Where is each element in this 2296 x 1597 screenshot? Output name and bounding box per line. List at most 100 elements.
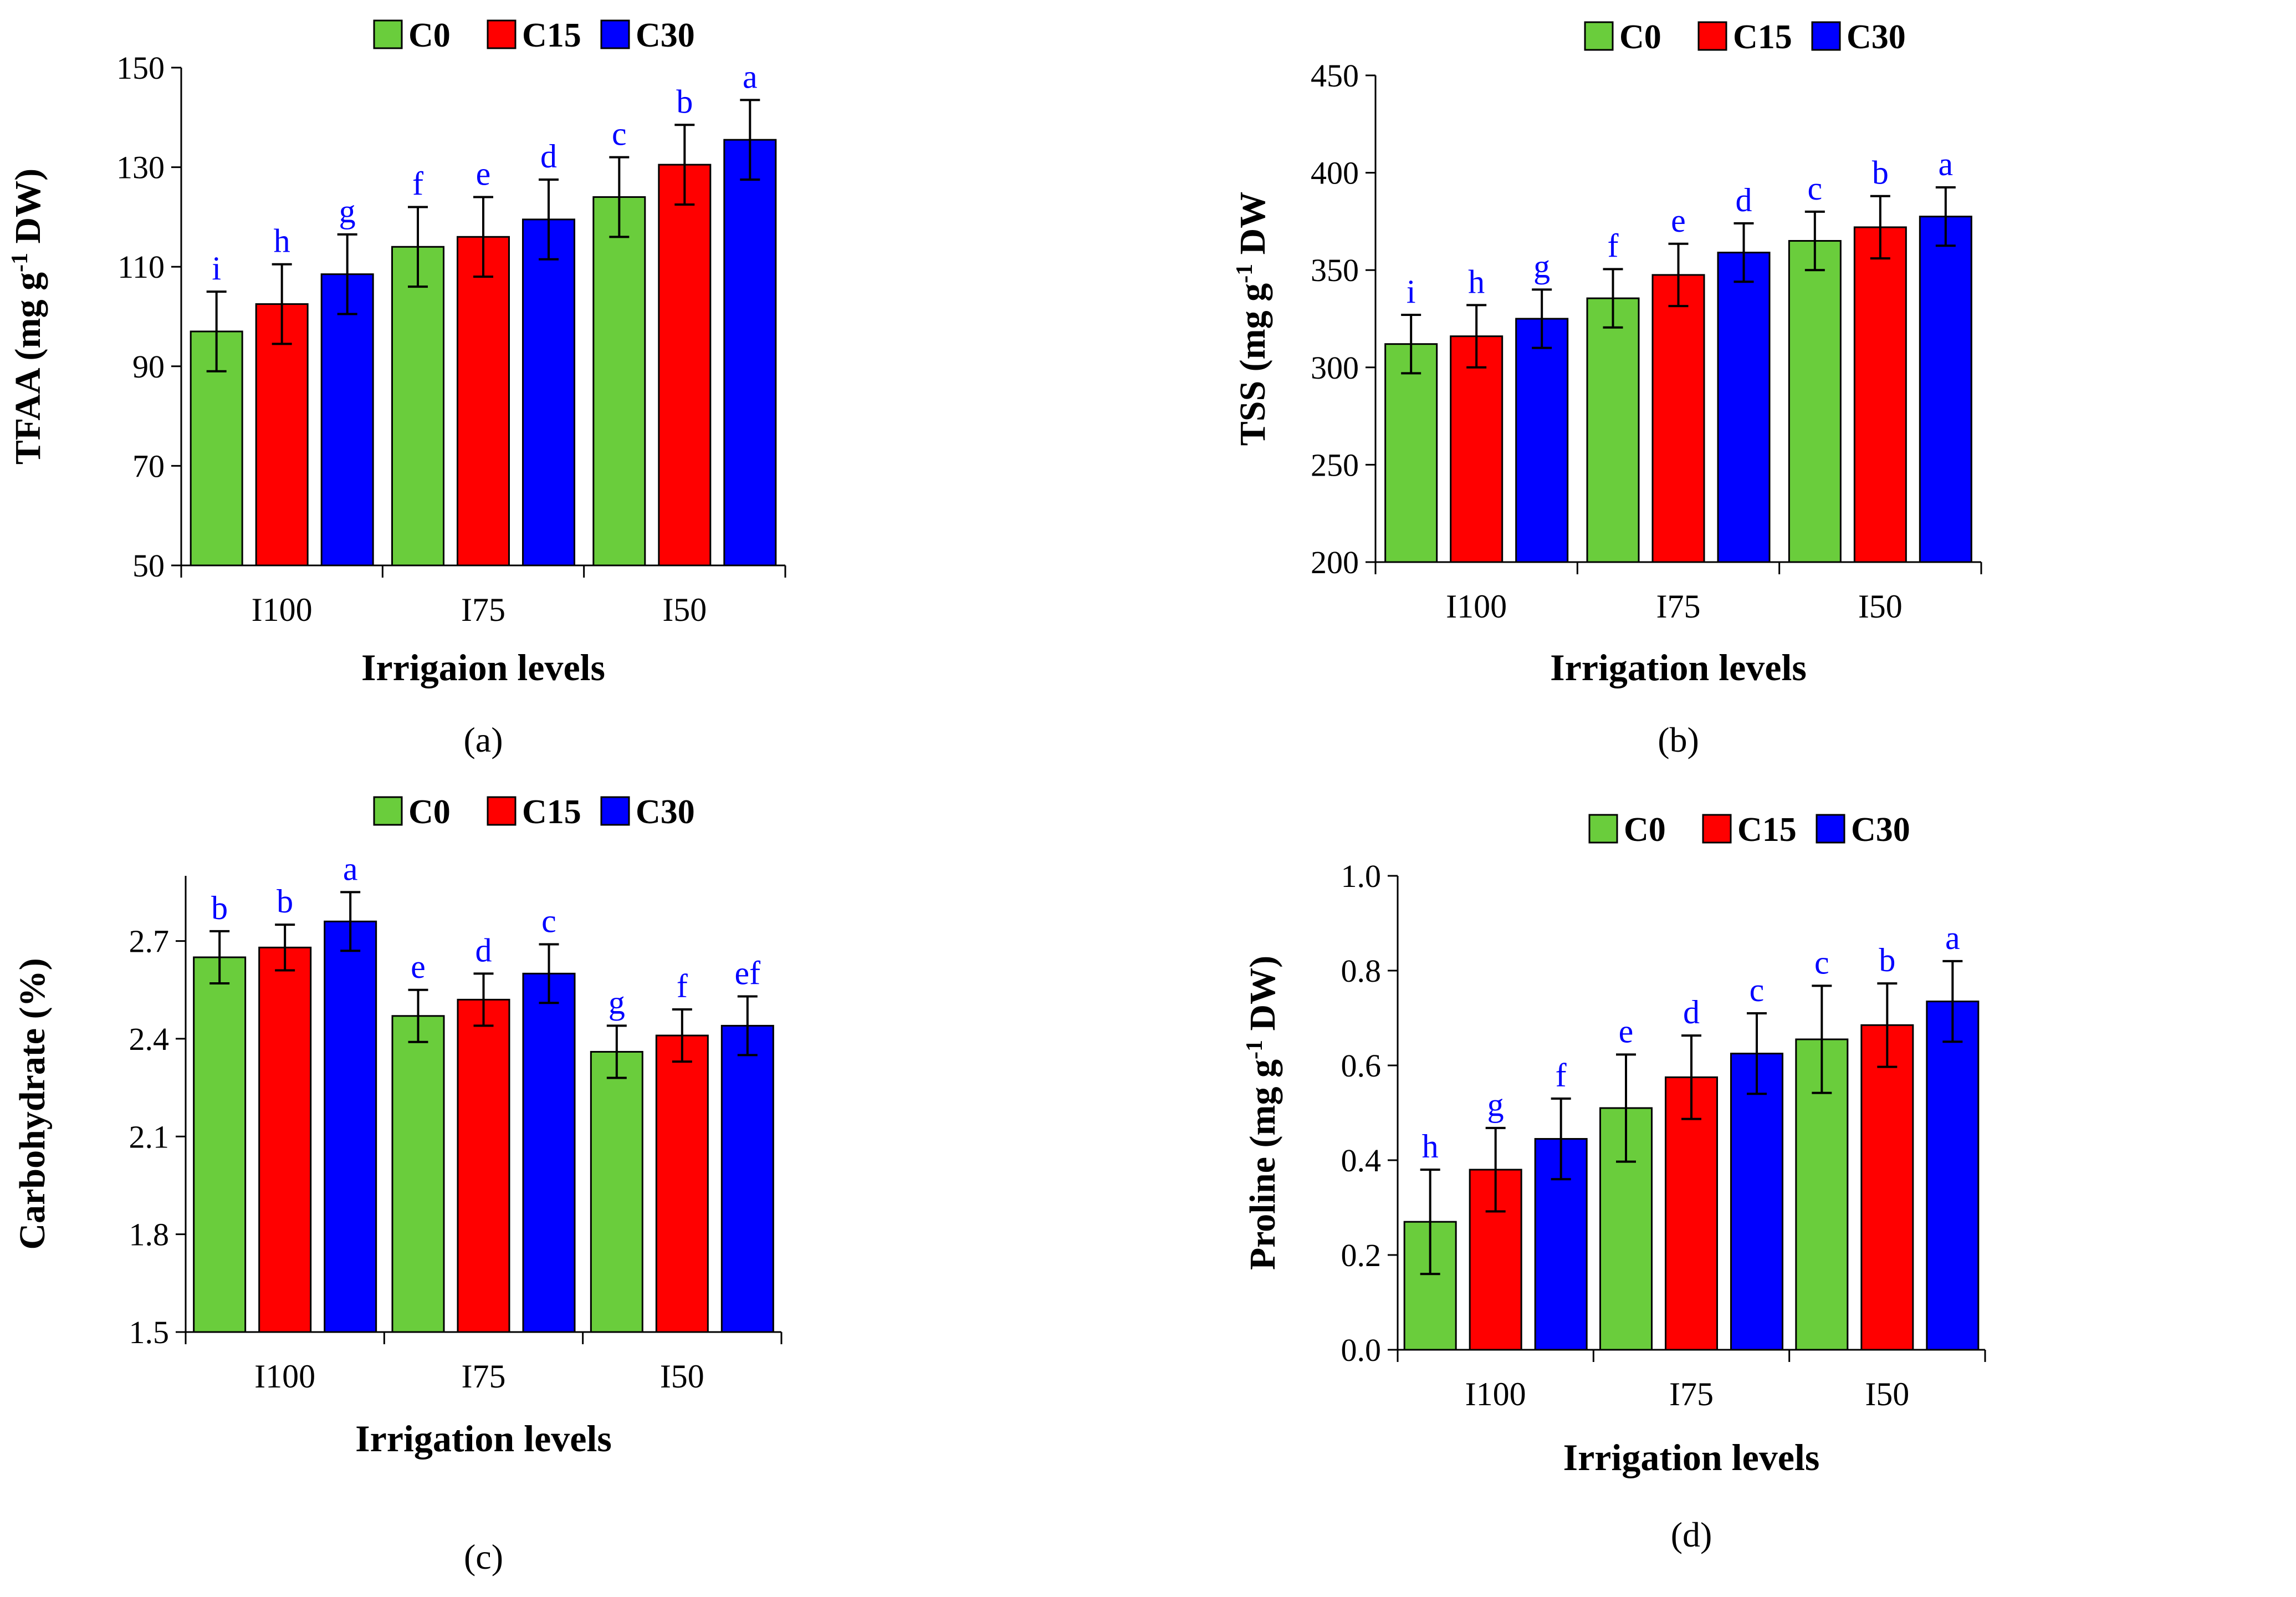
x-tick-label-i50: I50 xyxy=(660,1358,704,1395)
x-tick-label-i100: I100 xyxy=(1465,1376,1526,1412)
bar-c30-i50 xyxy=(723,139,777,567)
significance-letter: c xyxy=(612,116,627,152)
x-tick-label-i50: I50 xyxy=(1865,1376,1909,1412)
legend-swatch-c15 xyxy=(1702,814,1732,844)
y-axis-label: TFAA (mg g-1 DW) xyxy=(7,169,48,465)
panel-label: (d) xyxy=(1671,1515,1712,1554)
y-tick-label: 0.0 xyxy=(1341,1332,1382,1368)
x-tick-label-i100: I100 xyxy=(1446,588,1507,625)
legend-swatch-c0 xyxy=(373,796,403,826)
bar-c15-i75 xyxy=(457,236,510,567)
x-tick-label-i50: I50 xyxy=(1858,588,1903,625)
legend-swatch-c15 xyxy=(1697,21,1727,51)
bar-c15-i50 xyxy=(658,164,712,567)
significance-letter: g xyxy=(339,193,356,229)
bar-c0-i75 xyxy=(1586,297,1640,563)
significance-letter: d xyxy=(475,932,492,968)
legend-label-c0: C0 xyxy=(1624,811,1666,849)
legend-swatch-c15 xyxy=(487,796,517,826)
y-axis-label: TSS (mg g-1 DW xyxy=(1232,192,1273,446)
bar-c15-i100 xyxy=(1450,335,1504,563)
chart-panel-a: C0 C15 C30 50 70 90 110 130 150 I100 i h g I75 f e d I50 c… xyxy=(7,17,786,759)
bar-c0-i75 xyxy=(391,1015,445,1333)
y-axis-label-superscript: -1 xyxy=(1242,1040,1267,1059)
significance-letter: d xyxy=(540,138,557,175)
y-tick-label: 200 xyxy=(1311,544,1359,580)
significance-letter: f xyxy=(412,165,423,202)
significance-letter: c xyxy=(1808,170,1823,207)
y-axis-label: Proline (mg g-1 DW) xyxy=(1242,956,1283,1270)
chart-panel-d: C0 C15 C30 0.0 0.2 0.4 0.6 0.8 1.0 I100 h g f I75 e d c I… xyxy=(1242,811,1986,1554)
x-tick-label-i75: I75 xyxy=(1669,1376,1714,1412)
panel-label: (a) xyxy=(463,720,503,759)
significance-letter: e xyxy=(411,948,426,985)
y-axis-label-main: TSS (mg g xyxy=(1233,283,1273,446)
legend-swatch-c0 xyxy=(1588,814,1618,844)
significance-letter: g xyxy=(1487,1086,1504,1123)
chart-panel-b: C0 C15 C30 200 250 300 350 400 450 I100 i h g I75 f e d I… xyxy=(1232,18,1982,759)
significance-letter: e xyxy=(476,155,491,192)
significance-letter: a xyxy=(743,58,758,95)
bar-c15-i100 xyxy=(258,946,312,1333)
significance-letter: a xyxy=(1945,920,1960,956)
legend-swatch-c0 xyxy=(373,19,403,49)
bar-c15-i75 xyxy=(457,998,510,1333)
significance-letter: b xyxy=(676,83,693,120)
y-tick-label: 300 xyxy=(1311,350,1359,386)
x-tick-label-i100: I100 xyxy=(252,591,313,628)
bar-c15-i50 xyxy=(1860,1024,1914,1351)
significance-letter: i xyxy=(1407,273,1416,310)
significance-letter: b xyxy=(1872,155,1889,191)
significance-letter: g xyxy=(608,984,625,1021)
bar-c30-i50 xyxy=(1919,216,1972,563)
significance-letter: ef xyxy=(735,955,761,992)
legend-swatch-c30 xyxy=(1816,814,1845,844)
y-tick-label: 250 xyxy=(1311,447,1359,483)
y-tick-label: 0.6 xyxy=(1341,1048,1382,1084)
x-tick-label-i75: I75 xyxy=(461,591,505,628)
legend-label-c30: C30 xyxy=(1851,811,1910,849)
bar-c30-i75 xyxy=(522,218,575,567)
bar-c0-i50 xyxy=(590,1050,643,1333)
y-axis-label-superscript: -1 xyxy=(1232,264,1257,283)
x-axis-label: Irrigation levels xyxy=(355,1417,612,1460)
bar-c30-i100 xyxy=(320,273,374,567)
y-tick-label: 350 xyxy=(1311,252,1359,288)
x-tick-label-i75: I75 xyxy=(462,1358,506,1395)
chart-panel-c: C0 C15 C30 1.5 1.8 2.1 2.4 2.7 I100 b b a I75 e d c I50 g… xyxy=(12,793,783,1576)
x-tick-label-i75: I75 xyxy=(1656,588,1701,625)
legend-label-c15: C15 xyxy=(522,793,581,831)
legend-label-c30: C30 xyxy=(636,793,695,831)
bar-c30-i75 xyxy=(1730,1053,1783,1351)
x-tick-label-i50: I50 xyxy=(662,591,707,628)
significance-letter: b xyxy=(1879,942,1895,978)
legend-label-c15: C15 xyxy=(1737,811,1797,849)
bar-c30-i50 xyxy=(1926,1001,1980,1351)
significance-letter: h xyxy=(1468,263,1485,300)
y-axis-label-tail: DW xyxy=(1233,192,1273,264)
y-tick-label: 2.4 xyxy=(129,1021,170,1057)
y-axis-label-superscript: -1 xyxy=(7,253,33,272)
x-axis-label: Irrigaion levels xyxy=(361,646,605,688)
significance-letter: a xyxy=(1939,146,1954,182)
significance-letter: h xyxy=(1422,1128,1439,1165)
legend-label-c0: C0 xyxy=(1619,18,1661,56)
significance-letter: b xyxy=(211,890,228,926)
x-axis-label: Irrigation levels xyxy=(1550,646,1807,688)
y-axis-label-main: TFAA (mg g xyxy=(8,272,48,465)
y-axis-label-tail: DW) xyxy=(8,169,48,253)
bar-c15-i100 xyxy=(255,303,309,567)
y-tick-label: 1.0 xyxy=(1341,858,1382,894)
significance-letter: f xyxy=(1556,1057,1567,1094)
bar-c0-i75 xyxy=(391,246,444,567)
y-tick-label: 130 xyxy=(116,150,165,186)
bar-c30-i50 xyxy=(720,1024,774,1333)
y-tick-label: 2.1 xyxy=(129,1119,170,1155)
y-axis-label-main: Carbohydrate (%) xyxy=(12,958,53,1249)
y-axis-label-tail: DW) xyxy=(1242,956,1283,1040)
y-axis-label-main: Proline (mg g xyxy=(1242,1059,1283,1270)
y-tick-label: 450 xyxy=(1311,58,1359,94)
bar-c0-i50 xyxy=(1788,240,1842,563)
legend-label-c0: C0 xyxy=(408,793,451,831)
